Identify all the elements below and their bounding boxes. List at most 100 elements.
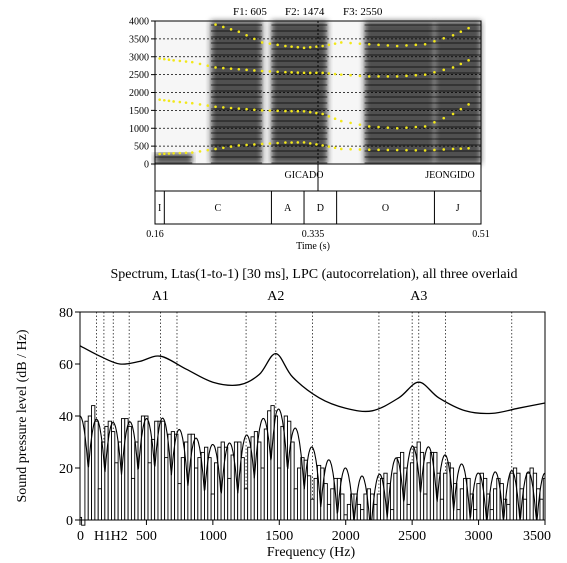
formant-point-f1 bbox=[358, 148, 362, 151]
spectrogram-formant-labels: F1: 605 F2: 1474 F3: 2550 bbox=[233, 6, 383, 18]
spectrogram-panel: F1: 605 F2: 1474 F3: 2550 0 500 1000 1500 20… bbox=[129, 6, 490, 252]
formant-point-f2 bbox=[178, 100, 182, 104]
ltas-bar bbox=[459, 488, 465, 521]
segment-label-1: C bbox=[215, 203, 222, 214]
spectrum-panel: Spectrum, Ltas(1-to-1) [30 ms], LPC (aut… bbox=[15, 267, 551, 560]
spectrum-y-tick-label-2: 40 bbox=[59, 410, 73, 425]
formant-point-f3 bbox=[367, 75, 371, 78]
spectrogram-y-tick-label-5: 2500 bbox=[129, 70, 149, 81]
spectrogram-y-tick-label-6: 3000 bbox=[129, 52, 149, 63]
formant-point-f3 bbox=[308, 71, 312, 75]
formant-point-f2 bbox=[158, 98, 161, 101]
formant-label-f3: F3: 2550 bbox=[343, 6, 383, 18]
formant-point-f2 bbox=[414, 125, 418, 129]
ltas-bar bbox=[227, 477, 232, 521]
formant-point-f3 bbox=[302, 71, 306, 75]
ltas-bar bbox=[343, 514, 348, 521]
formant-point-f4 bbox=[214, 23, 217, 26]
formant-point-f2 bbox=[442, 116, 446, 120]
ltas-bar bbox=[376, 493, 381, 521]
time-tick-end: 0.51 bbox=[472, 229, 490, 240]
annotation-tiers: GICADO JEONGIDO I C A D O J bbox=[154, 163, 482, 225]
formant-point-f3 bbox=[459, 62, 463, 66]
formant-point-f3 bbox=[245, 68, 248, 72]
formant-point-f1 bbox=[237, 144, 241, 147]
formant-point-f1 bbox=[167, 152, 171, 155]
ltas-bar bbox=[267, 410, 272, 521]
formant-point-f2 bbox=[358, 123, 362, 126]
formant-point-f2 bbox=[276, 109, 279, 113]
harmonic-label-h1: H1 bbox=[94, 529, 111, 544]
formant-point-f1 bbox=[158, 152, 161, 156]
formant-point-f2 bbox=[395, 126, 399, 130]
formant-point-f1 bbox=[190, 151, 194, 154]
formant-point-f4 bbox=[433, 39, 436, 43]
spectrum-y-axis: 0 20 40 60 80 bbox=[59, 306, 80, 529]
ltas-bar bbox=[293, 488, 298, 521]
formant-point-f3 bbox=[339, 73, 343, 76]
formant-point-f3 bbox=[414, 73, 418, 77]
formant-point-f3 bbox=[442, 68, 446, 72]
ltas-bar bbox=[240, 457, 245, 521]
formant-point-f2 bbox=[184, 101, 188, 104]
energy-striation-0 bbox=[155, 153, 193, 164]
formant-point-f2 bbox=[237, 107, 241, 110]
formant-point-f4 bbox=[349, 41, 352, 45]
formant-point-f1 bbox=[405, 148, 408, 152]
spectrogram-time-axis: 0.16 0.335 0.51 Time (s) bbox=[146, 229, 490, 252]
formant-point-f3 bbox=[290, 71, 293, 74]
formant-point-f3 bbox=[172, 59, 175, 62]
formant-point-f1 bbox=[296, 141, 300, 144]
ltas-bar bbox=[423, 493, 428, 521]
formant-point-f2 bbox=[459, 107, 463, 111]
formant-point-f4 bbox=[253, 37, 256, 41]
ltas-bar bbox=[509, 472, 514, 521]
formant-label-f2: F2: 1474 bbox=[285, 6, 325, 18]
formant-point-f1 bbox=[377, 148, 380, 152]
formant-point-f1 bbox=[260, 142, 264, 146]
ltas-bar bbox=[180, 457, 186, 521]
ltas-bar bbox=[130, 477, 136, 521]
ltas-bar bbox=[406, 503, 411, 521]
formant-point-f4 bbox=[222, 25, 225, 29]
ltas-bar bbox=[81, 519, 86, 526]
formant-point-f4 bbox=[386, 44, 390, 47]
spectrum-y-tick-label-4: 80 bbox=[59, 306, 73, 321]
formant-point-f3 bbox=[190, 60, 194, 64]
spectrum-x-tick-label-2: 1000 bbox=[199, 529, 227, 544]
formant-point-f3 bbox=[253, 69, 256, 72]
ltas-bar bbox=[127, 425, 132, 521]
spectrum-harmonic-envelope bbox=[79, 408, 546, 521]
spectrogram-y-tick-label-7: 3500 bbox=[129, 34, 149, 45]
formant-point-f1 bbox=[433, 148, 436, 152]
ltas-bar bbox=[137, 420, 142, 521]
ltas-bar bbox=[439, 498, 445, 521]
ltas-bar bbox=[476, 483, 481, 521]
ltas-bar bbox=[356, 503, 362, 521]
formant-point-f2 bbox=[333, 117, 337, 121]
formant-point-f1 bbox=[290, 141, 293, 144]
formant-point-f4 bbox=[237, 30, 241, 34]
ltas-bar bbox=[277, 467, 282, 521]
formant-point-f3 bbox=[198, 62, 202, 66]
formant-point-f3 bbox=[229, 67, 233, 70]
formant-point-f3 bbox=[222, 66, 225, 70]
formant-point-f3 bbox=[214, 66, 217, 69]
spectrum-y-tick-label-3: 60 bbox=[59, 358, 73, 373]
peak-label-a3: A3 bbox=[410, 289, 427, 304]
ltas-bar bbox=[273, 415, 279, 521]
ltas-bar bbox=[326, 503, 332, 521]
formant-point-f2 bbox=[167, 99, 171, 103]
ltas-bar bbox=[94, 420, 99, 521]
formant-point-f3 bbox=[386, 75, 390, 78]
formant-point-f2 bbox=[172, 100, 175, 103]
formant-point-f2 bbox=[190, 101, 194, 105]
spectrogram-y-tick-label-0: 0 bbox=[144, 160, 149, 171]
formant-point-f2 bbox=[245, 107, 248, 111]
formant-point-f4 bbox=[308, 45, 312, 49]
ltas-bar bbox=[247, 446, 252, 521]
formant-point-f1 bbox=[442, 148, 446, 151]
formant-point-f2 bbox=[433, 120, 436, 124]
ltas-bar bbox=[313, 477, 318, 521]
